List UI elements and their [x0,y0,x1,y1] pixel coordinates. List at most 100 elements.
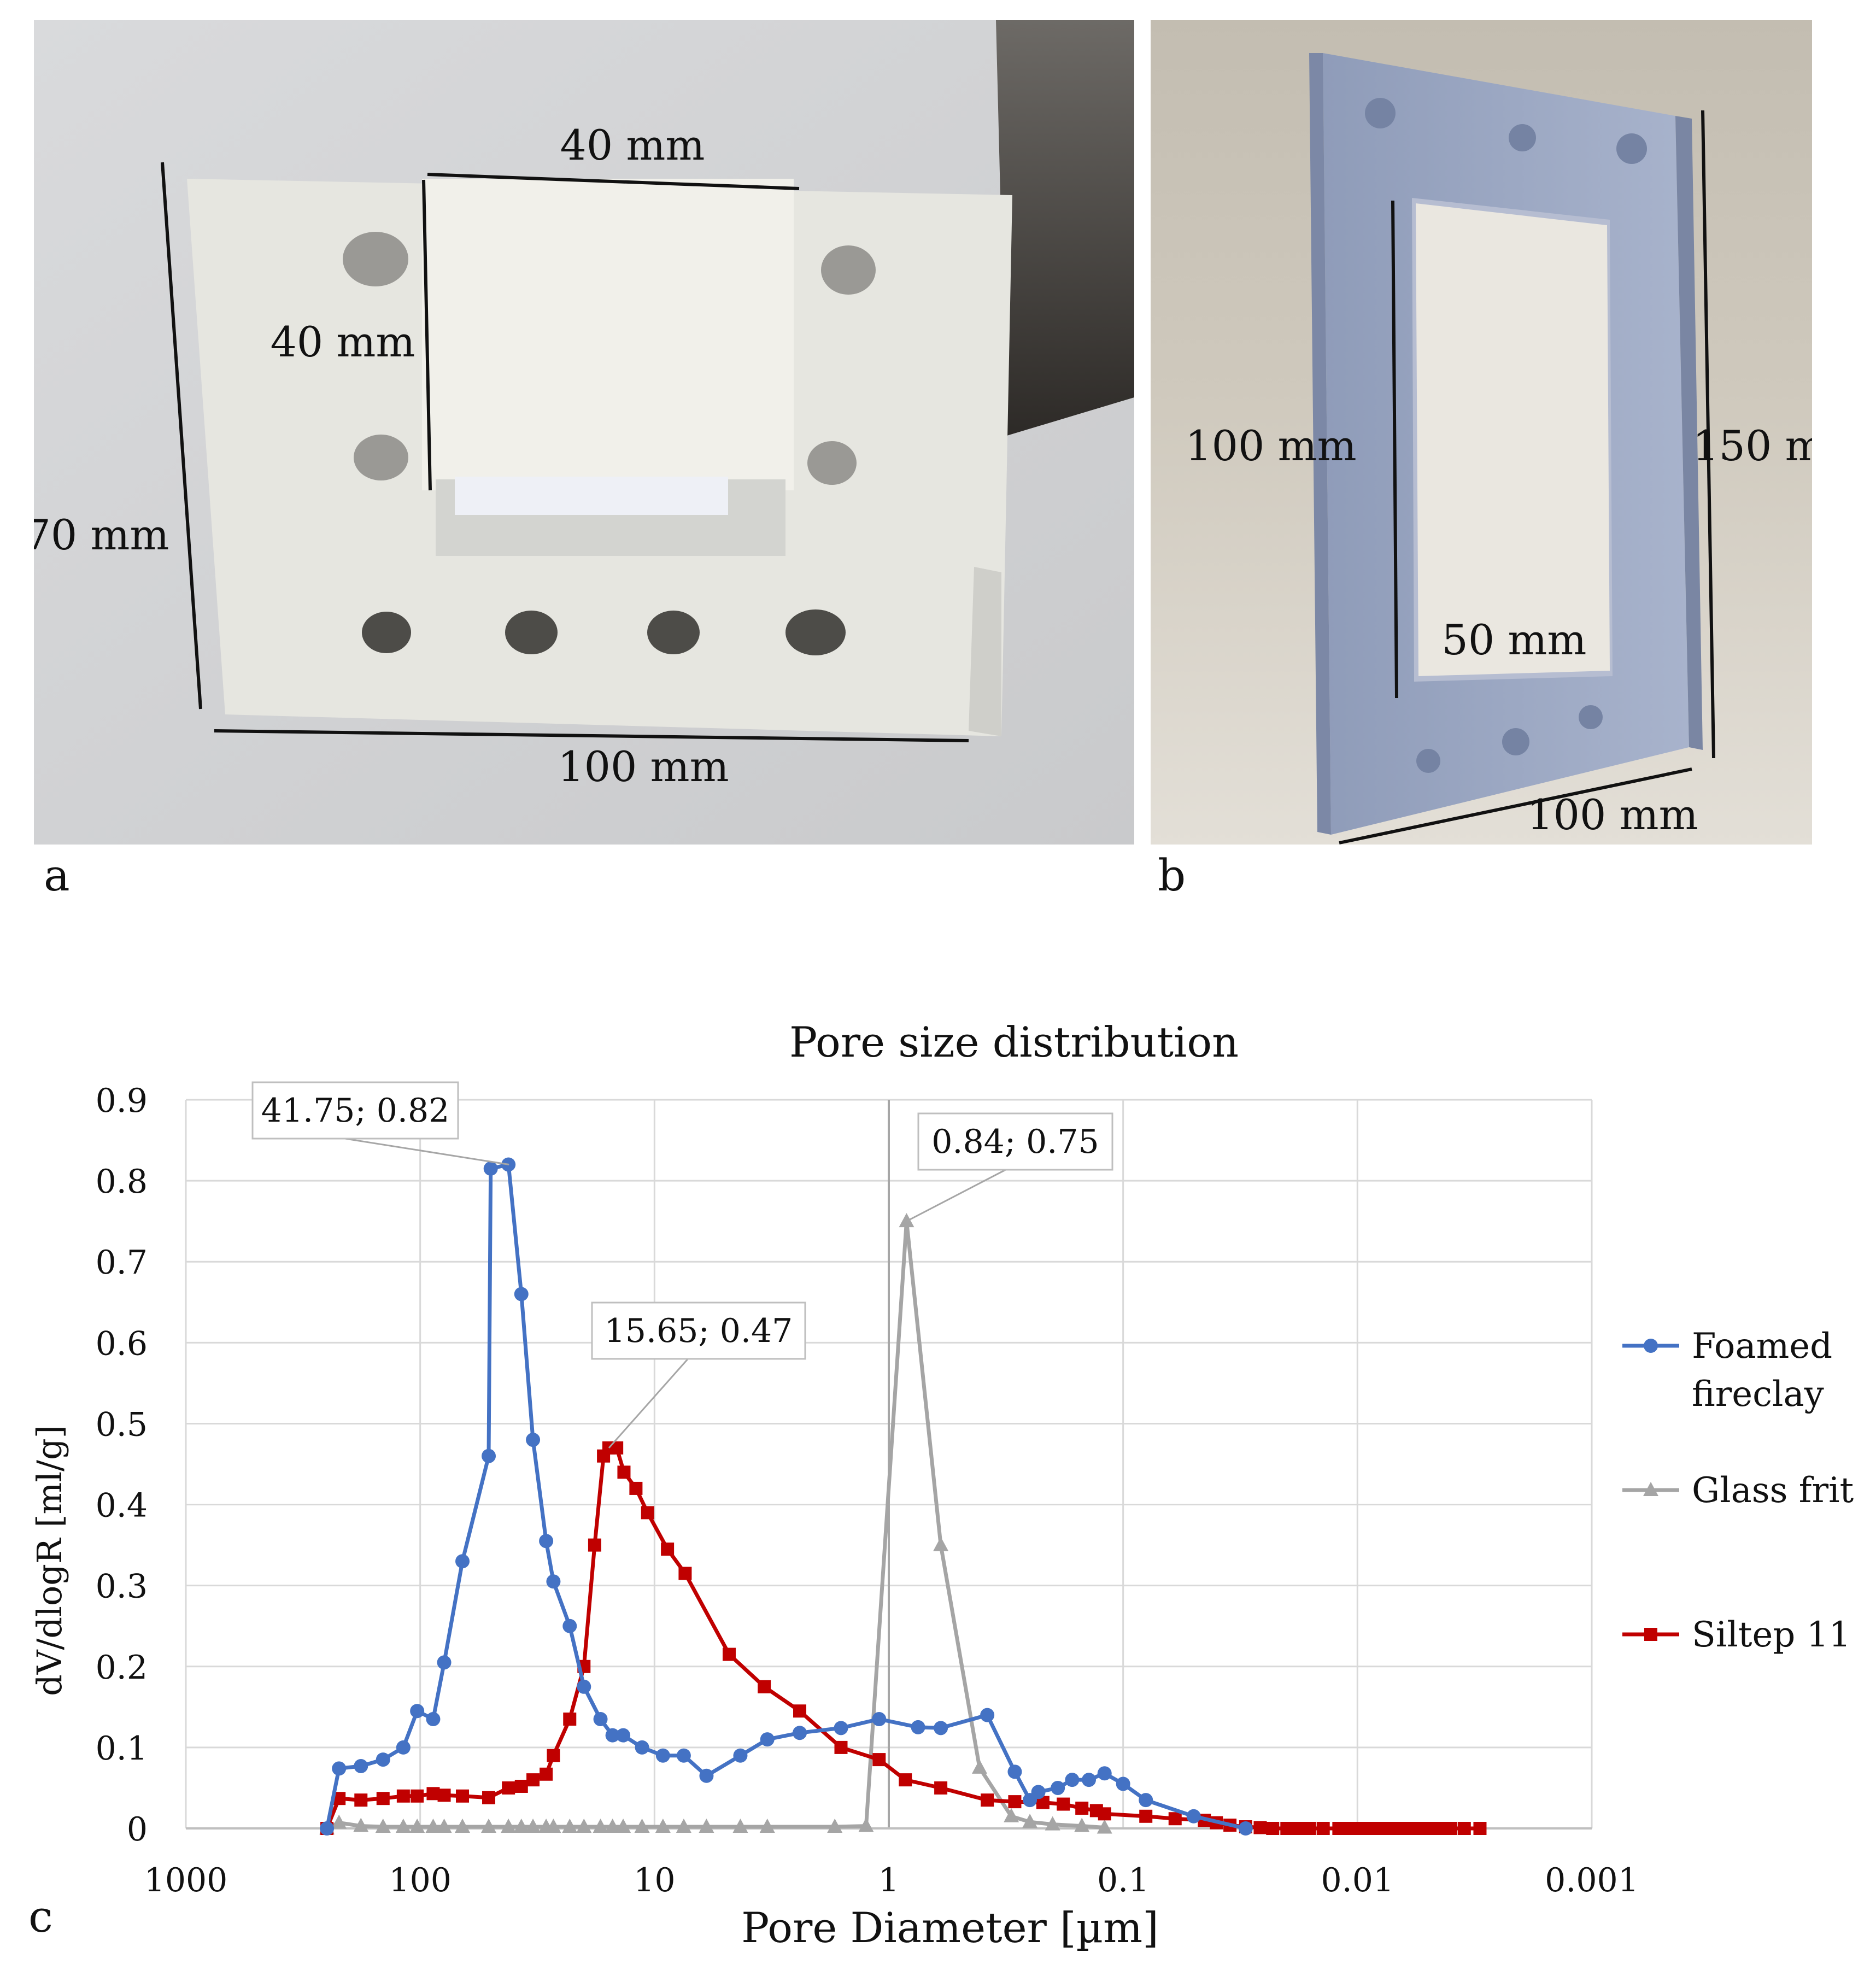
data-point [1186,1809,1201,1823]
data-point [1074,1817,1090,1832]
label-top-width: 40 mm [560,121,705,169]
data-point [409,1819,425,1833]
hole [807,441,857,485]
legend-item: Siltep 11 [1622,1615,1851,1655]
data-point [1075,1801,1089,1815]
data-point [699,1819,714,1833]
data-point [634,1819,650,1833]
hole [1579,705,1603,729]
data-point [376,1752,390,1767]
data-point [547,1749,560,1762]
data-point [332,1761,347,1776]
data-point [410,1704,425,1719]
data-point [576,1819,592,1833]
data-point [456,1789,470,1803]
data-point [1291,1822,1304,1835]
label-insert-height: 40 mm [271,318,415,366]
ceramic-sample [422,179,794,490]
data-point [676,1748,691,1763]
data-point [1303,1822,1316,1835]
data-point [732,1819,748,1833]
y-tick-label: 0.9 [96,1082,148,1120]
data-point [320,1821,335,1836]
x-tick-label: 0.01 [1321,1861,1394,1899]
y-tick-label: 0.1 [96,1729,148,1768]
y-tick-labels: 0 0.1 0.2 0.3 0.4 0.5 0.6 0.7 0.8 0.9 [96,1082,148,1849]
data-point [1139,1793,1153,1808]
data-point [513,1819,529,1833]
y-tick-label: 0.7 [96,1244,148,1282]
data-point [759,1819,775,1833]
data-point [1098,1807,1111,1821]
hole [1616,133,1647,164]
data-point [1444,1822,1457,1835]
data-point [562,1819,578,1833]
legend-label: Glass frit [1692,1470,1854,1511]
data-point [525,1819,541,1833]
data-point [482,1791,496,1804]
hole [647,611,700,654]
legend-label: Foamed fireclay [1692,1326,1832,1415]
data-point [563,1713,577,1726]
label-inner-width: 50 mm [1442,615,1587,664]
data-point [577,1679,591,1694]
data-point [481,1819,497,1833]
data-point [1473,1822,1487,1835]
label-inner-height: 100 mm [1185,421,1356,470]
data-point [395,1819,411,1833]
data-point [526,1773,540,1787]
data-point [514,1779,528,1793]
data-point [331,1814,347,1829]
data-point [436,1819,452,1833]
data-point [981,1793,994,1807]
data-point [615,1819,631,1833]
data-point [354,1758,368,1773]
data-point [899,1773,912,1787]
callout-label: 41.75; 0.82 [261,1092,450,1130]
data-point [605,1819,620,1833]
hole [343,232,408,286]
data-point [793,1726,807,1740]
hole [505,611,558,654]
hole [1509,124,1536,151]
callout-label: 15.65; 0.47 [605,1312,793,1350]
x-tick-label: 0.1 [1097,1861,1149,1899]
data-point [1051,1780,1065,1795]
legend-label: Siltep 11 [1692,1615,1851,1655]
data-point [1008,1795,1022,1809]
data-point [593,1819,608,1833]
label-height: 70 mm [34,511,169,559]
data-point [426,1787,440,1801]
data-point [1082,1773,1097,1787]
data-point [1097,1766,1112,1781]
data-point [425,1819,441,1833]
data-point [514,1287,529,1301]
hole [1502,728,1529,755]
callout-leader [906,1169,1006,1222]
dim-line-inner-height [1391,200,1398,699]
series-layer [319,1157,1487,1836]
data-point [483,1161,498,1176]
data-point [617,1465,631,1479]
data-callout: 15.65; 0.47 [591,1301,806,1449]
dim-line-outer-width [1339,767,1692,845]
data-point [354,1793,368,1807]
series-glass-frit [319,1213,1112,1834]
callout-leader [608,1358,689,1449]
x-tick-label: 1 [878,1861,899,1899]
data-point [411,1789,424,1803]
hole [362,612,411,653]
data-point [1266,1822,1280,1835]
photo-panel-b: 100 mm 150 mm 50 mm 100 mm [1151,20,1812,845]
data-point [872,1712,887,1727]
data-point [502,1781,515,1795]
y-tick-label: 0.8 [96,1163,148,1201]
pore-size-chart: 00.10.20.30.40.50.60.70.80.9 1000 100 10 1 0… [30,1018,1854,1952]
data-point [934,1721,948,1735]
series-line [325,1163,1246,1831]
callout-label: 0.84; 0.75 [931,1123,1099,1161]
data-point [1139,1809,1153,1823]
label-outer-width: 100 mm [1527,790,1698,839]
data-point [616,1728,631,1743]
y-axis-label: dV/dlogR [ml/g] [30,1425,69,1696]
